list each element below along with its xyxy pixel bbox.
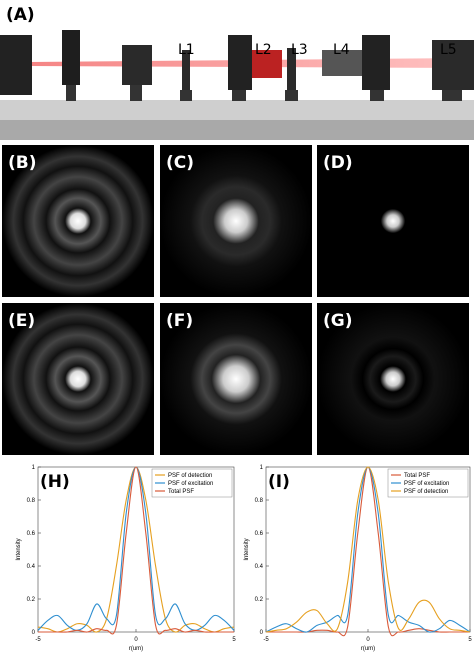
y-tick-label: 0.4 [255, 564, 264, 570]
panel-label: (I) [268, 472, 290, 492]
x-tick-label: -5 [263, 637, 269, 643]
legend-label: PSF of excitation [168, 481, 213, 487]
legend-label: PSF of excitation [404, 481, 449, 487]
legend-label: Total PSF [168, 489, 194, 495]
panel-label: (F) [166, 311, 193, 331]
y-axis-label: Intensity [16, 538, 22, 560]
y-tick-label: 0.8 [255, 498, 264, 504]
legend-box [387, 468, 469, 498]
y-tick-label: 0.6 [255, 531, 264, 537]
legend-label: PSF of detection [404, 489, 448, 495]
y-tick-label: 0.6 [27, 531, 36, 537]
y-tick-label: 0 [260, 630, 264, 636]
x-tick-label: 0 [134, 637, 138, 643]
psf-images: (B) (C) (D) (E) (F) (G) [2, 145, 469, 455]
x-tick-label: -5 [35, 637, 41, 643]
psf-image [160, 145, 312, 297]
legend-label: PSF of detection [168, 473, 212, 479]
legend-box [151, 468, 233, 498]
legend-label: Total PSF [404, 473, 430, 479]
psf-image [160, 303, 312, 455]
series-line [265, 466, 471, 633]
panel-label: (D) [323, 153, 353, 173]
panel-label: (H) [40, 472, 70, 492]
series-line [37, 466, 234, 635]
psf-image [2, 145, 154, 297]
y-tick-label: 0.2 [255, 597, 264, 603]
y-axis-label: Intensity [244, 538, 250, 560]
y-tick-label: 0.4 [27, 564, 36, 570]
x-axis-label: r(um) [129, 646, 143, 652]
lens-label: L4 [333, 42, 350, 58]
lens-label: L2 [255, 42, 272, 58]
panel-label: (C) [166, 153, 194, 173]
panel-label: (G) [323, 311, 353, 331]
lens-label: L1 [178, 42, 195, 58]
psf-image [2, 303, 154, 455]
y-tick-label: 1 [32, 465, 36, 471]
x-tick-label: 5 [232, 637, 236, 643]
panel-label: (E) [8, 311, 35, 331]
y-tick-label: 0.2 [27, 597, 36, 603]
lens-label: L5 [440, 42, 457, 58]
y-tick-label: 0 [32, 630, 36, 636]
x-tick-label: 0 [366, 637, 370, 643]
psf-image [317, 303, 469, 455]
setup-panel: (A) L1 L2 L3 L4 L5 [0, 0, 474, 140]
y-tick-label: 0.8 [27, 498, 36, 504]
x-axis-label: r(um) [361, 646, 375, 652]
panel-label: (A) [6, 5, 35, 25]
psf-image [317, 145, 469, 297]
x-tick-label: 5 [468, 637, 472, 643]
panel-label: (B) [8, 153, 37, 173]
y-tick-label: 1 [260, 465, 264, 471]
lens-label: L3 [291, 42, 308, 58]
